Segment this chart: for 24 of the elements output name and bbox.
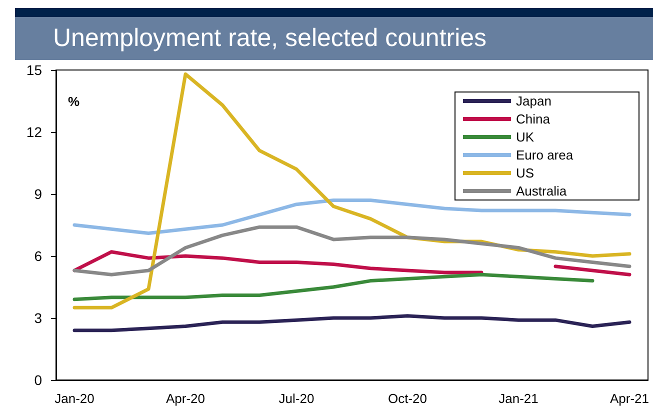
y-tick-label: 0 <box>34 372 42 388</box>
y-tick-label: 12 <box>26 124 42 140</box>
legend-label: Australia <box>516 184 568 198</box>
legend-label: Japan <box>516 94 552 108</box>
chart-title: Unemployment rate, selected countries <box>15 8 653 60</box>
legend-label: China <box>516 112 551 126</box>
x-tick-label: Jan-21 <box>498 391 538 406</box>
y-tick-label: 6 <box>34 248 42 264</box>
line-series <box>72 225 632 276</box>
legend-label: US <box>516 166 534 180</box>
line-series <box>72 314 632 332</box>
x-tick-label: Jul-20 <box>278 391 314 406</box>
line-series <box>72 198 632 236</box>
y-tick-label: 9 <box>34 186 42 202</box>
legend-label: UK <box>516 130 534 144</box>
line-series <box>72 272 594 302</box>
x-tick-label: Apr-20 <box>166 391 206 406</box>
y-tick-label: 15 <box>26 62 42 78</box>
legend-label: Euro area <box>516 148 574 162</box>
x-tick-label: Jan-20 <box>54 391 94 406</box>
y-tick-label: 3 <box>34 310 42 326</box>
y-axis-title: % <box>68 94 80 109</box>
x-tick-label: Oct-20 <box>388 391 428 406</box>
x-tick-label: Apr-21 <box>610 391 650 406</box>
